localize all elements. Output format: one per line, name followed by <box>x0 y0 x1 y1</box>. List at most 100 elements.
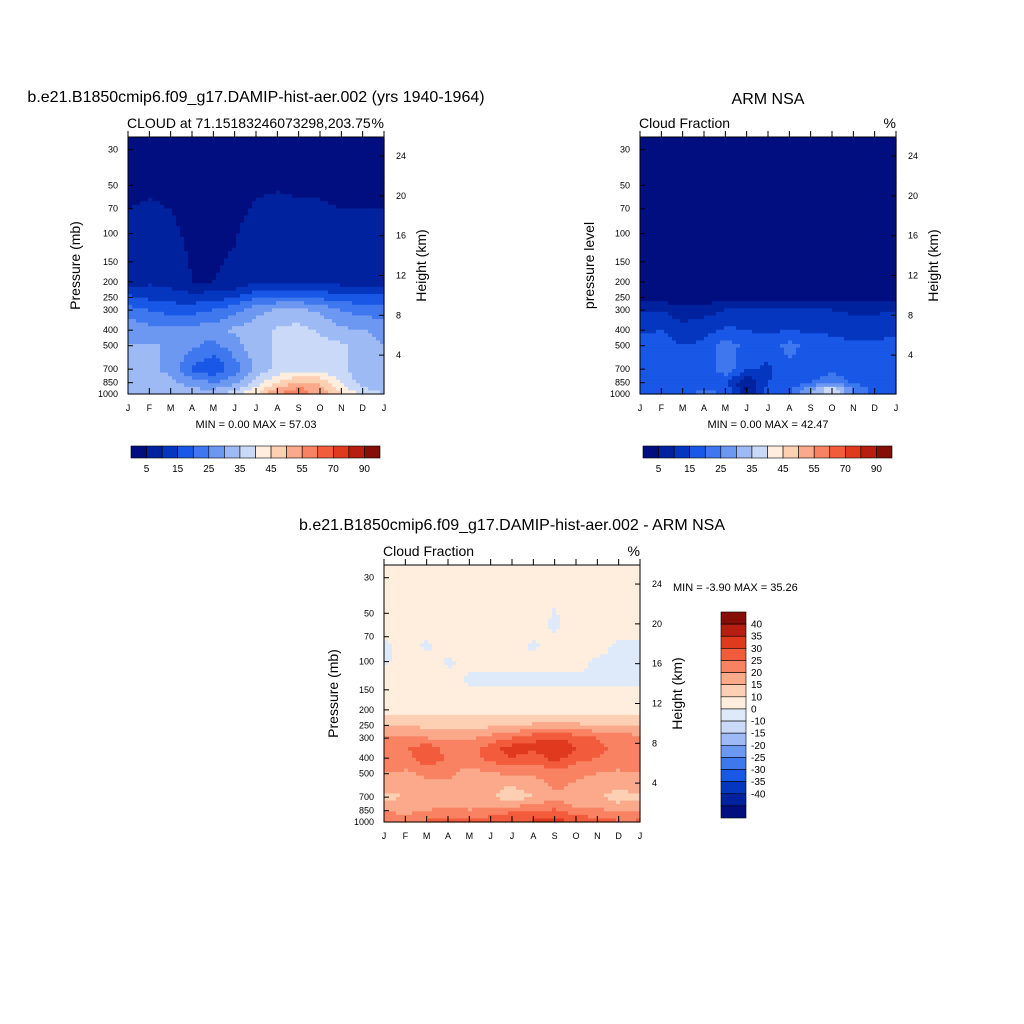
contour-cell <box>280 376 285 381</box>
contour-cell <box>344 319 349 324</box>
contour-cell <box>856 144 861 149</box>
contour-cell <box>296 383 301 388</box>
contour-cell <box>216 233 221 238</box>
contour-cell <box>280 147 285 152</box>
contour-cell <box>132 294 137 299</box>
contour-cell <box>164 140 169 145</box>
contour-cell <box>280 179 285 184</box>
contour-cell <box>168 319 173 324</box>
contour-cell <box>148 390 153 395</box>
contour-cell <box>260 151 265 156</box>
contour-cell <box>176 344 181 349</box>
contour-cell <box>240 176 245 181</box>
contour-cell <box>152 140 157 145</box>
contour-cell <box>216 383 221 388</box>
contour-cell <box>216 333 221 338</box>
contour-cell <box>148 272 153 277</box>
contour-cell <box>296 336 301 342</box>
contour-cell <box>204 297 209 302</box>
contour-cell <box>240 151 245 156</box>
contour-cell <box>312 186 317 192</box>
contour-cell <box>332 308 337 313</box>
contour-cell <box>180 369 185 374</box>
contour-cell <box>160 154 165 160</box>
contour-cell <box>148 169 153 174</box>
contour-cell <box>280 165 285 170</box>
contour-cell <box>176 183 181 188</box>
contour-cell <box>180 244 185 249</box>
contour-cell <box>180 190 185 195</box>
contour-cell <box>328 358 333 363</box>
contour-cell <box>316 226 321 231</box>
contour-cell <box>316 183 321 188</box>
contour-cell <box>272 236 277 242</box>
contour-cell <box>236 326 241 331</box>
contour-cell <box>248 158 253 163</box>
contour-cell <box>180 144 185 149</box>
contour-cell <box>364 137 369 142</box>
contour-cell <box>164 261 169 267</box>
contour-cell <box>284 290 289 295</box>
contour-cell <box>276 147 281 152</box>
contour-cell <box>296 322 301 327</box>
contour-cell <box>224 140 229 145</box>
contour-cell <box>264 244 269 249</box>
contour-cell <box>248 286 253 292</box>
contour-cell <box>160 186 165 192</box>
contour-cell <box>248 344 253 349</box>
contour-cell <box>148 226 153 231</box>
contour-cell <box>376 222 381 227</box>
contour-cell <box>160 322 165 327</box>
contour-cell <box>736 140 741 145</box>
contour-cell <box>164 222 169 227</box>
contour-cell <box>640 137 645 142</box>
contour-cell <box>360 276 365 281</box>
contour-cell <box>152 272 157 277</box>
contour-cell <box>304 354 309 359</box>
contour-cell <box>304 179 309 184</box>
contour-cell <box>268 322 273 327</box>
contour-cell <box>276 390 281 395</box>
contour-cell <box>308 261 313 267</box>
contour-cell <box>132 251 137 256</box>
contour-cell <box>656 151 661 156</box>
contour-cell <box>232 244 237 249</box>
contour-cell <box>220 176 225 181</box>
contour-cell <box>844 137 849 142</box>
contour-cell <box>324 354 329 359</box>
contour-cell <box>332 183 337 188</box>
contour-cell <box>236 294 241 299</box>
contour-cell <box>196 369 201 374</box>
contour-cell <box>272 151 277 156</box>
contour-cell <box>360 201 365 206</box>
contour-cell <box>332 336 337 342</box>
contour-cell <box>744 147 749 152</box>
contour-cell <box>348 176 353 181</box>
contour-cell <box>284 283 289 288</box>
contour-cell <box>196 190 201 195</box>
contour-cell <box>232 151 237 156</box>
contour-cell <box>368 226 373 231</box>
contour-cell <box>164 151 169 156</box>
contour-cell <box>252 240 257 245</box>
contour-cell <box>180 165 185 170</box>
contour-cell <box>216 261 221 267</box>
contour-cell <box>220 354 225 359</box>
contour-cell <box>712 140 717 145</box>
contour-cell <box>264 347 269 352</box>
contour-cell <box>152 315 157 320</box>
contour-cell <box>356 361 361 367</box>
contour-cell <box>332 186 337 192</box>
contour-cell <box>264 158 269 163</box>
contour-cell <box>148 186 153 192</box>
contour-cell <box>276 151 281 156</box>
contour-cell <box>284 211 289 217</box>
contour-cell <box>328 340 333 345</box>
contour-cell <box>336 329 341 334</box>
contour-cell <box>192 204 197 209</box>
contour-cell <box>380 354 385 359</box>
contour-cell <box>160 254 165 259</box>
contour-cell <box>228 308 233 313</box>
contour-cell <box>284 294 289 299</box>
contour-cell <box>196 269 201 274</box>
